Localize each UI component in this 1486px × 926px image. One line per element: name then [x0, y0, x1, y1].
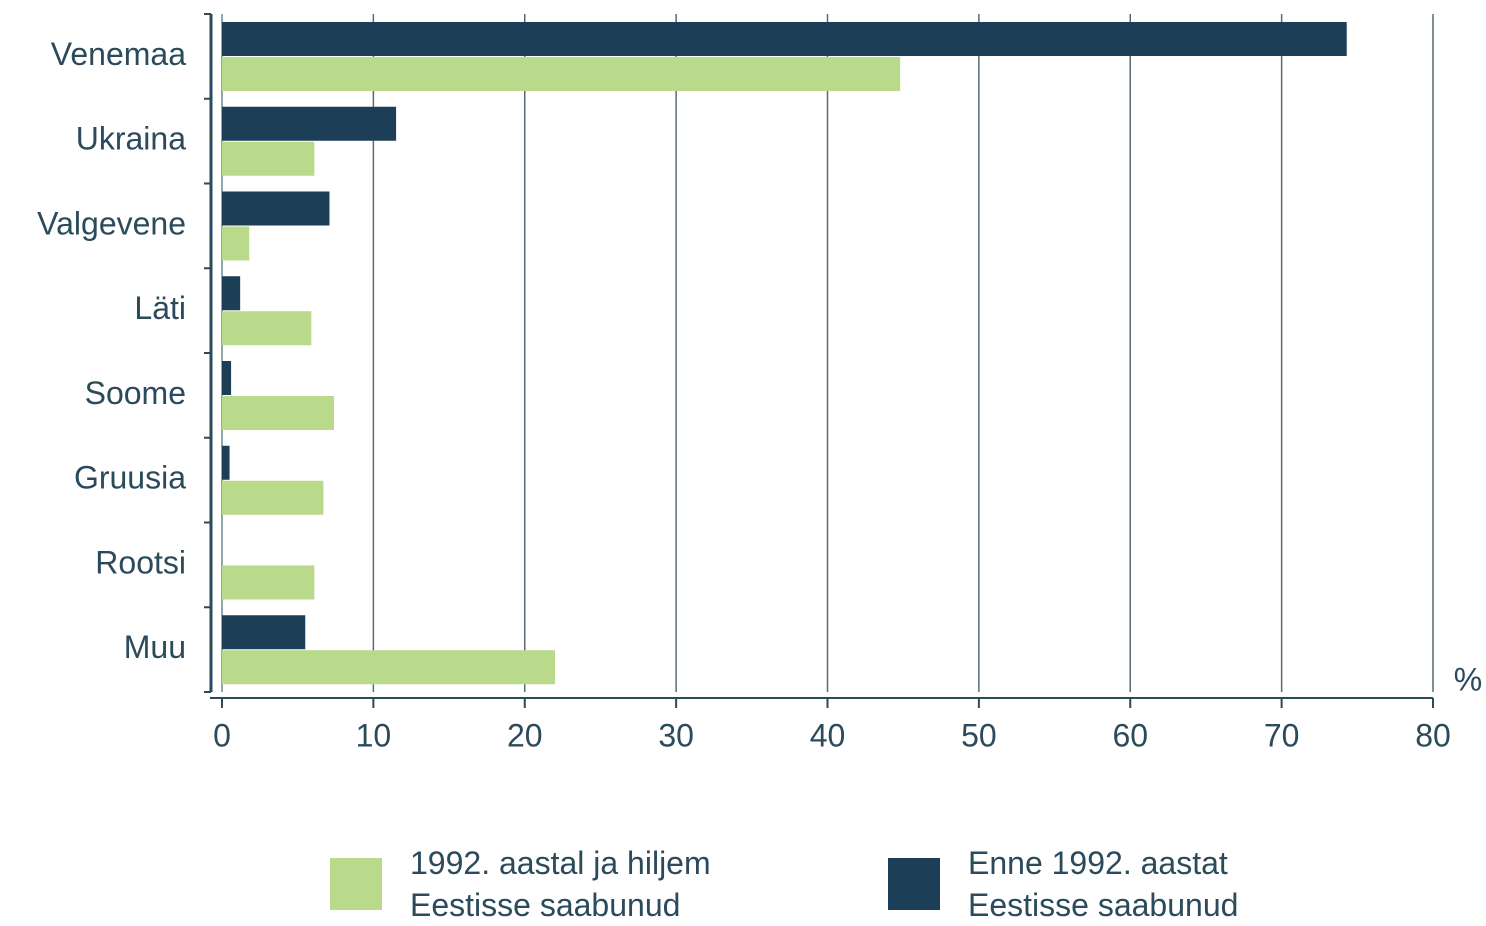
- x-tick-label: 10: [356, 717, 392, 753]
- y-tick-label: Läti: [134, 290, 186, 326]
- y-tick-label: Gruusia: [74, 460, 186, 496]
- x-tick-label: 50: [961, 717, 997, 753]
- x-tick-label: 80: [1415, 717, 1451, 753]
- x-axis-unit: %: [1454, 661, 1482, 697]
- x-tick-label: 30: [658, 717, 694, 753]
- legend-label: 1992. aastal ja hiljem Eestisse saabunud: [410, 845, 711, 923]
- bar: [222, 276, 241, 311]
- y-tick-label: Rootsi: [95, 544, 186, 580]
- legend-item: 1992. aastal ja hiljem Eestisse saabunud: [330, 842, 780, 926]
- bar: [222, 57, 901, 91]
- bar: [222, 445, 230, 480]
- bar: [222, 311, 312, 346]
- bar: [222, 615, 306, 650]
- x-tick-label: 0: [213, 717, 231, 753]
- x-tick-label: 40: [810, 717, 846, 753]
- bar: [222, 565, 315, 600]
- x-tick-label: 60: [1112, 717, 1148, 753]
- x-tick-label: 70: [1264, 717, 1300, 753]
- chart: 0 10 20 30 40 50 60 70 80% Venemaa Ukraina Valgeven…: [37, 13, 1482, 753]
- bar: [222, 141, 315, 176]
- y-tick-label: Ukraina: [76, 121, 186, 157]
- legend-label: Enne 1992. aastat Eestisse saabunud: [968, 845, 1239, 923]
- x-tick-label: 20: [507, 717, 543, 753]
- bar: [222, 22, 1347, 56]
- bar: [222, 361, 232, 395]
- y-tick-label: Valgevene: [37, 205, 186, 241]
- legend-swatch: [330, 858, 382, 910]
- bar: [222, 396, 335, 430]
- y-tick-label: Muu: [124, 629, 186, 665]
- legend-swatch: [888, 858, 940, 910]
- bar: [222, 480, 324, 515]
- y-tick-label: Soome: [85, 375, 186, 411]
- bar: [222, 106, 397, 141]
- y-tick-label: Venemaa: [51, 36, 186, 72]
- bar: [222, 226, 250, 261]
- legend-item: Enne 1992. aastat Eestisse saabunud: [888, 842, 1338, 926]
- bar: [222, 191, 330, 226]
- bar: [222, 650, 556, 685]
